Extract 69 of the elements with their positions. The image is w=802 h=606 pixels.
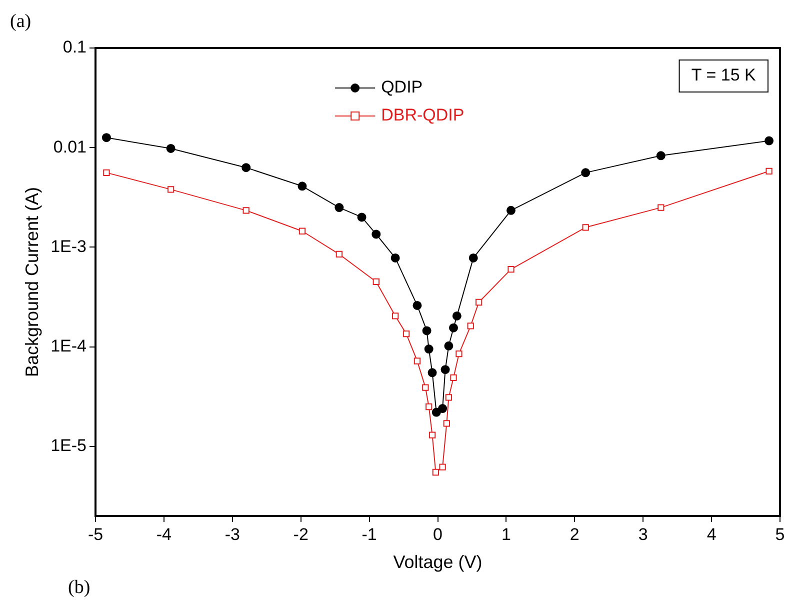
point [102,133,111,142]
point [658,204,664,211]
point [424,344,434,354]
point [468,253,478,262]
legend-label: QDIP [381,78,423,97]
point [242,207,250,214]
x-tick-label: 2 [570,524,580,544]
point [452,311,462,320]
point [450,374,457,381]
point [443,420,450,427]
point [298,228,306,234]
point [402,330,410,338]
point [390,253,400,262]
point [656,151,666,160]
point [438,404,448,414]
x-tick-label: -4 [156,524,172,544]
point [432,468,440,476]
point [372,230,381,239]
point [426,403,432,410]
point [445,394,452,401]
y-tick-label: 1E-5 [50,436,87,456]
point [508,266,514,273]
point [766,168,772,174]
x-tick-label: -3 [224,524,240,544]
point [422,326,432,336]
point [764,136,774,146]
point [439,464,446,470]
y-tick-label: 0.1 [62,38,87,57]
y-tick-label: 1E-4 [50,336,87,356]
point [581,168,590,178]
point [334,203,344,212]
x-tick-label: 0 [433,524,442,544]
x-tick-label: 3 [638,524,648,544]
point [392,312,399,320]
point [336,250,343,258]
x-axis-title: Voltage (V) [393,552,482,572]
y-tick-label: 1E-3 [50,236,87,256]
point [298,182,307,191]
point [412,300,422,310]
x-tick-label: 4 [706,524,716,544]
point [582,224,589,231]
point [428,432,436,438]
legend-label: DBR-QDIP [381,106,464,125]
y-axis-title: Background Current (A) [22,186,42,378]
point [444,341,454,350]
y-tick-label: 0.01 [53,137,87,156]
point [242,163,251,172]
point [456,350,462,358]
point [449,323,458,332]
point [167,186,174,193]
x-tick-label: 5 [775,524,785,544]
annotation: T = 15 K [691,66,756,85]
point [372,278,380,286]
text: (a) [10,10,32,32]
point [103,169,110,176]
text: (b) [68,576,90,598]
point [440,365,450,374]
point [422,384,429,391]
x-tick-label: 1 [501,524,511,544]
point [357,212,366,222]
x-tick-label: -1 [362,524,377,544]
x-tick-label: -5 [88,524,104,544]
point [467,322,474,330]
x-tick-label: -2 [293,524,308,544]
point [166,144,176,153]
point [475,298,482,306]
point [506,206,516,215]
point [428,368,437,378]
point [414,358,421,364]
